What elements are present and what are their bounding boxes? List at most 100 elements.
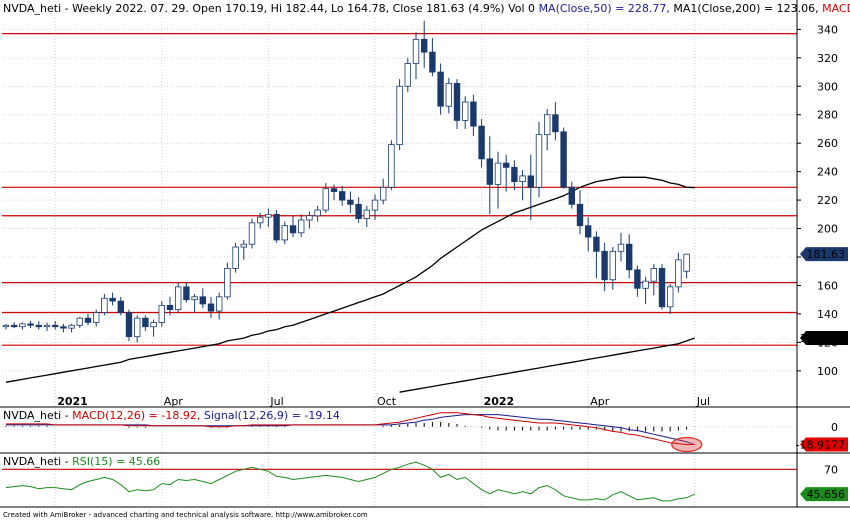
rsi-line (5, 461, 696, 502)
macd-tick-label: 0 (831, 421, 838, 434)
candle-body (158, 304, 165, 323)
candle-body (10, 324, 18, 328)
time-tick-label: Jul (696, 395, 710, 408)
candle-body (453, 83, 461, 121)
macd-header-ticker: NVDA_heti (3, 409, 61, 422)
candle-body (601, 250, 608, 281)
candle-body (142, 317, 149, 328)
candle-body (224, 267, 231, 298)
candle-body (150, 322, 157, 328)
candle-body (560, 131, 567, 188)
price-tick-label: 280 (817, 109, 838, 122)
candle-body (133, 317, 141, 338)
candle-body (191, 296, 198, 301)
candle-body (568, 186, 575, 205)
candle-body (35, 324, 42, 328)
rsi-badge-text: 45.656 (807, 488, 846, 501)
macd-line (6, 412, 695, 446)
candle-body (486, 158, 493, 185)
price-tick-label: 220 (817, 194, 838, 207)
time-tick-label: Jul (269, 395, 283, 408)
candle-body (256, 216, 264, 224)
macd-header: NVDA_heti - MACD(12,26) = -18.92, Signal… (3, 409, 340, 422)
candle-body (43, 324, 51, 328)
candle-body (166, 304, 174, 311)
candle-body (658, 267, 666, 308)
candle-body (609, 250, 616, 281)
main-header-ticker: NVDA_heti (3, 2, 61, 15)
rsi-header-rsi: RSI(15) = 45.66 (72, 455, 160, 468)
candle-body (338, 191, 346, 201)
pane-separators (0, 0, 850, 508)
candle-body (232, 246, 239, 269)
candle-body (461, 101, 469, 121)
candle-body (93, 312, 100, 323)
candle-body (502, 162, 510, 168)
macd-pane (2, 412, 797, 453)
candle-body (429, 51, 436, 73)
candle-body (445, 83, 452, 107)
macd-badge-bg (800, 437, 848, 452)
candle-body (642, 280, 649, 289)
candle-body (289, 225, 297, 234)
candle-body (478, 125, 485, 160)
candle-body (347, 199, 354, 205)
candle-body (183, 286, 190, 301)
candle-body (437, 71, 444, 107)
candle-body (552, 114, 559, 133)
main-header-ma200: MA1(Close,200) = 123.06, (673, 2, 818, 15)
macd-header-signal: Signal(12,26,9) = -19.14 (204, 409, 340, 422)
candle-body (306, 215, 313, 221)
value-badges: 181.63 123.065 -18.9177 45.656 (796, 247, 848, 502)
candle-body (683, 253, 690, 272)
candle-body (215, 296, 223, 312)
price-tick-label: 340 (817, 23, 838, 36)
footer-credit: Created with AmiBroker - advanced charti… (3, 511, 368, 519)
macd-badge-text: -18.9177 (796, 438, 845, 451)
highlight-ellipse (671, 436, 703, 453)
candle-body (314, 209, 321, 217)
candle-body (675, 259, 682, 288)
candle-body (593, 236, 600, 252)
time-tick-label: Oct (377, 395, 397, 408)
candle-body (363, 209, 370, 219)
candle-body (527, 175, 534, 188)
candle-body (494, 162, 502, 185)
candle-body (420, 38, 428, 53)
candle-body (76, 317, 83, 326)
candle-body (535, 134, 543, 188)
macd-header-macd: MACD(12,26) = -18.92, (72, 409, 200, 422)
ma200-badge-text: 123.065 (800, 332, 846, 345)
candle-body (355, 203, 362, 219)
rsi-tick-label: 70 (824, 463, 838, 476)
price-tick-label: 140 (817, 308, 838, 321)
ma200-line (399, 337, 696, 393)
candle-body (240, 243, 247, 248)
candle-body (667, 286, 674, 308)
candle-body (634, 269, 641, 289)
candle-body (248, 222, 256, 245)
candle-body (281, 225, 288, 241)
ma200-badge-bg (800, 331, 848, 346)
rsi-header-ticker: NVDA_heti (3, 455, 61, 468)
close-badge-bg (800, 247, 848, 262)
gridlines (2, 18, 797, 507)
candle-body (470, 101, 477, 127)
candle-body (585, 225, 592, 238)
candle-body (174, 286, 182, 311)
main-header-ohlc: Open 170.19, Hi 182.44, Lo 164.78, Close… (192, 2, 535, 15)
candle-body (199, 296, 206, 305)
candle-body (412, 38, 420, 64)
rsi-header: NVDA_heti - RSI(15) = 45.66 (3, 455, 160, 468)
candle-body (60, 326, 67, 329)
price-tick-label: 100 (817, 365, 838, 378)
price-tick-label: 200 (817, 223, 838, 236)
candle-body (273, 213, 280, 241)
candle-body (650, 267, 657, 282)
main-header-macd: MACD(1 (822, 2, 850, 15)
candle-body (2, 324, 10, 328)
main-header-period: Weekly 2022. 07. 29. (72, 2, 189, 15)
candle-body (404, 63, 411, 87)
price-tick-label: 240 (817, 166, 838, 179)
candle-body (265, 213, 272, 218)
